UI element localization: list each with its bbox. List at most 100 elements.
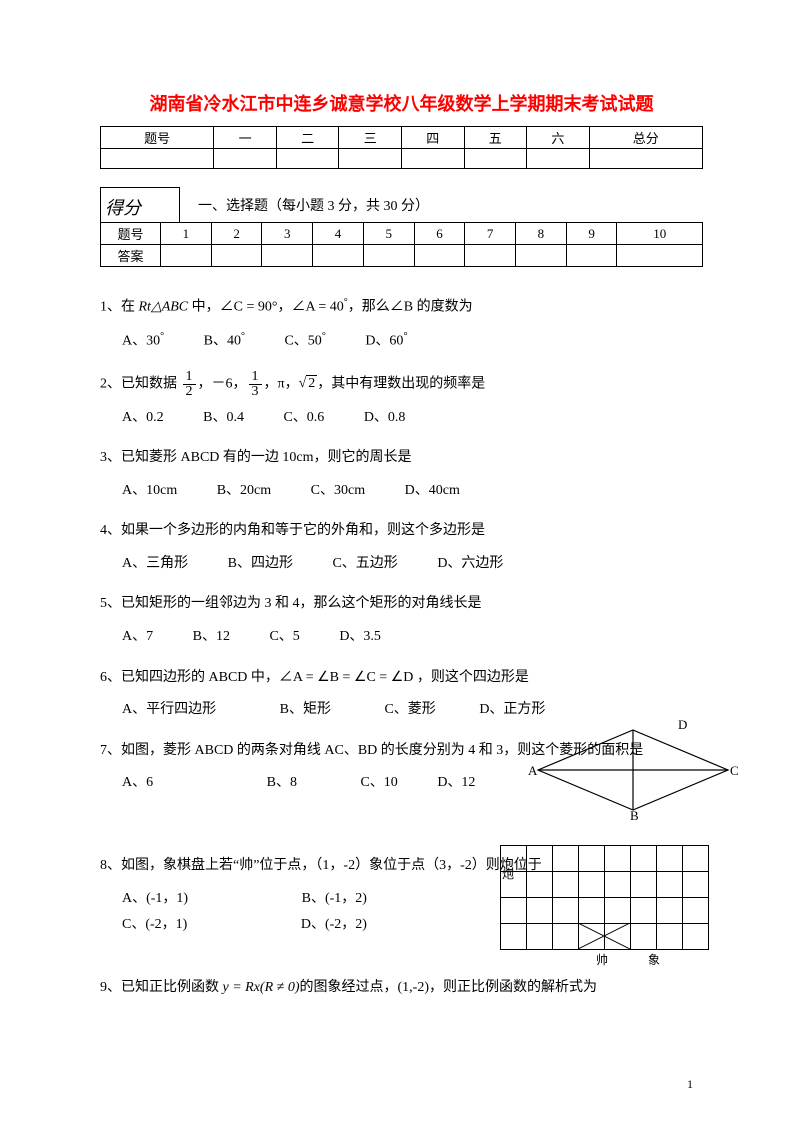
q9-pre: 9、已知正比例函数 (100, 980, 223, 995)
q8-opt-c: C、(-2，1) (122, 912, 187, 939)
q1-math: Rt△ABC (139, 300, 189, 315)
q5-opt-d: D、3.5 (339, 624, 381, 651)
q7-opt-d: D、12 (437, 770, 475, 797)
chess-shuai: 帅 (596, 951, 608, 968)
q3-opt-d: D、40cm (405, 478, 460, 505)
ans-cell (617, 245, 703, 267)
q8-opt-d: D、(-2，2) (301, 912, 367, 939)
q4-options: A、三角形 B、四边形 C、五边形 D、六边形 (122, 551, 703, 578)
q4-opt-b: B、四边形 (228, 551, 293, 578)
q7-opt-a: A、6 (122, 770, 153, 797)
score-hdr: 一 (214, 127, 277, 149)
ans-cell (516, 245, 567, 267)
q1-opt-a: A、30° (122, 327, 164, 355)
score-hdr: 题号 (101, 127, 214, 149)
question-2: 2、已知数据 12，－6，13，π，√2，其中有理数出现的频率是 (100, 370, 703, 399)
ans-cell (313, 245, 364, 267)
section-1-label: 一、选择题（每小题 3 分，共 30 分） (198, 195, 429, 215)
q5-options: A、7 B、12 C、5 D、3.5 (122, 624, 703, 651)
q4-opt-c: C、五边形 (332, 551, 397, 578)
ans-cell (211, 245, 262, 267)
score-hdr: 五 (464, 127, 527, 149)
fraction-icon: 13 (249, 370, 262, 399)
score-cell (589, 149, 702, 169)
ans-cell (363, 245, 414, 267)
score-hdr: 四 (401, 127, 464, 149)
q9-math: y = Rx(R ≠ 0) (223, 980, 300, 995)
ans-col: 2 (211, 223, 262, 245)
score-cell (527, 149, 590, 169)
answer-table: 题号 1 2 3 4 5 6 7 8 9 10 答案 (100, 222, 703, 267)
q7-opt-c: C、10 (360, 770, 397, 797)
q2-opt-a: A、0.2 (122, 405, 164, 432)
chess-x-icon (578, 923, 630, 949)
q2-opt-c: C、0.6 (283, 405, 324, 432)
q4-opt-a: A、三角形 (122, 551, 188, 578)
score-cell (401, 149, 464, 169)
score-cell (276, 149, 339, 169)
score-hdr: 三 (339, 127, 402, 149)
ans-col: 5 (363, 223, 414, 245)
ans-col: 7 (465, 223, 516, 245)
score-hdr: 总分 (589, 127, 702, 149)
ans-row-hdr: 答案 (101, 245, 161, 267)
q2-opt-b: B、0.4 (203, 405, 244, 432)
q1-opt-d: D、60° (365, 327, 407, 355)
ans-cell (414, 245, 465, 267)
q3-opt-a: A、10cm (122, 478, 177, 505)
rhombus-d: D (678, 720, 687, 732)
q9-post: 的图象经过点，(1,-2)，则正比例函数的解析式为 (300, 980, 598, 995)
page-number: 1 (687, 1077, 693, 1092)
ans-col: 8 (516, 223, 567, 245)
q1-opt-b: B、40° (204, 327, 245, 355)
q2-post: ，其中有理数出现的频率是 (317, 376, 485, 391)
rhombus-c: C (730, 763, 738, 778)
q1-opt-c: C、50° (284, 327, 325, 355)
score-table: 题号 一 二 三 四 五 六 总分 (100, 126, 703, 169)
q5-opt-b: B、12 (193, 624, 230, 651)
q4-opt-d: D、六边形 (437, 551, 503, 578)
rhombus-svg: A B C D (528, 720, 738, 820)
ans-col: 4 (313, 223, 364, 245)
question-4: 4、如果一个多边形的内角和等于它的外角和，则这个多边形是 (100, 518, 703, 545)
ans-row-hdr: 题号 (101, 223, 161, 245)
exam-title: 湖南省冷水江市中连乡诚意学校八年级数学上学期期末考试试题 (100, 90, 703, 116)
rhombus-figure: A B C D (528, 720, 738, 820)
question-9: 9、已知正比例函数 y = Rx(R ≠ 0)的图象经过点，(1,-2)，则正比… (100, 975, 703, 1002)
rhombus-b: B (630, 808, 639, 820)
sqrt-icon: √2 (299, 371, 318, 398)
ans-cell (566, 245, 617, 267)
ans-col: 10 (617, 223, 703, 245)
question-6: 6、已知四边形的 ABCD 中，∠A = ∠B = ∠C = ∠D ，则这个四边… (100, 665, 703, 692)
q3-options: A、10cm B、20cm C、30cm D、40cm (122, 478, 703, 505)
ans-cell (262, 245, 313, 267)
question-3: 3、已知菱形 ABCD 有的一边 10cm，则它的周长是 (100, 445, 703, 472)
section-1-header: 得分 一、选择题（每小题 3 分，共 30 分） (100, 187, 703, 223)
chess-pao: 炮 (502, 865, 514, 882)
rhombus-a: A (528, 763, 538, 778)
q8-opt-b: B、(-1，2) (302, 886, 367, 913)
ans-col: 1 (161, 223, 212, 245)
score-hdr: 二 (276, 127, 339, 149)
q5-opt-c: C、5 (269, 624, 299, 651)
ans-cell (465, 245, 516, 267)
q2-stem-pre: 2、已知数据 (100, 376, 181, 391)
q7-opt-b: B、8 (267, 770, 297, 797)
exam-page: 湖南省冷水江市中连乡诚意学校八年级数学上学期期末考试试题 题号 一 二 三 四 … (0, 0, 793, 1122)
score-hdr: 六 (527, 127, 590, 149)
q2-options: A、0.2 B、0.4 C、0.6 D、0.8 (122, 405, 703, 432)
question-1: 1、在 Rt△ABC 中，∠C = 90°，∠A = 40°，那么∠B 的度数为 (100, 293, 703, 321)
ans-col: 6 (414, 223, 465, 245)
q6-opt-c: C、菱形 (384, 697, 435, 724)
ans-cell (161, 245, 212, 267)
q6-opt-a: A、平行四边形 (122, 697, 216, 724)
score-cell (101, 149, 214, 169)
q2-mid: ，－6， (198, 376, 247, 391)
q1-options: A、30° B、40° C、50° D、60° (122, 327, 703, 355)
q1-stem-mid: 中，∠C = 90°，∠A = 40 (188, 300, 344, 315)
q3-opt-c: C、30cm (311, 478, 365, 505)
q2-opt-d: D、0.8 (364, 405, 406, 432)
ans-col: 9 (566, 223, 617, 245)
score-cell (339, 149, 402, 169)
ans-col: 3 (262, 223, 313, 245)
